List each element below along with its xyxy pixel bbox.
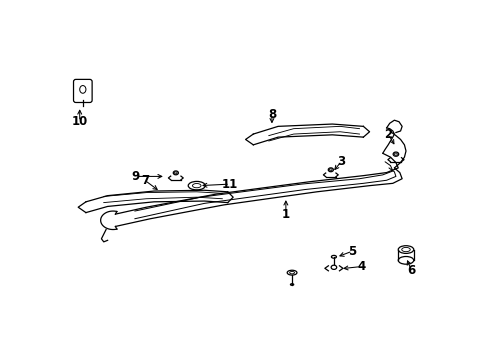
Text: 8: 8	[267, 108, 276, 121]
Text: 11: 11	[222, 177, 238, 190]
Text: 4: 4	[357, 260, 365, 273]
Text: 1: 1	[281, 208, 289, 221]
Text: 10: 10	[71, 115, 88, 128]
Text: 2: 2	[384, 127, 391, 140]
Text: 9: 9	[131, 170, 140, 183]
Text: 7: 7	[141, 174, 148, 187]
Text: 6: 6	[407, 264, 415, 277]
Text: 3: 3	[337, 154, 345, 167]
Text: 5: 5	[347, 244, 356, 258]
